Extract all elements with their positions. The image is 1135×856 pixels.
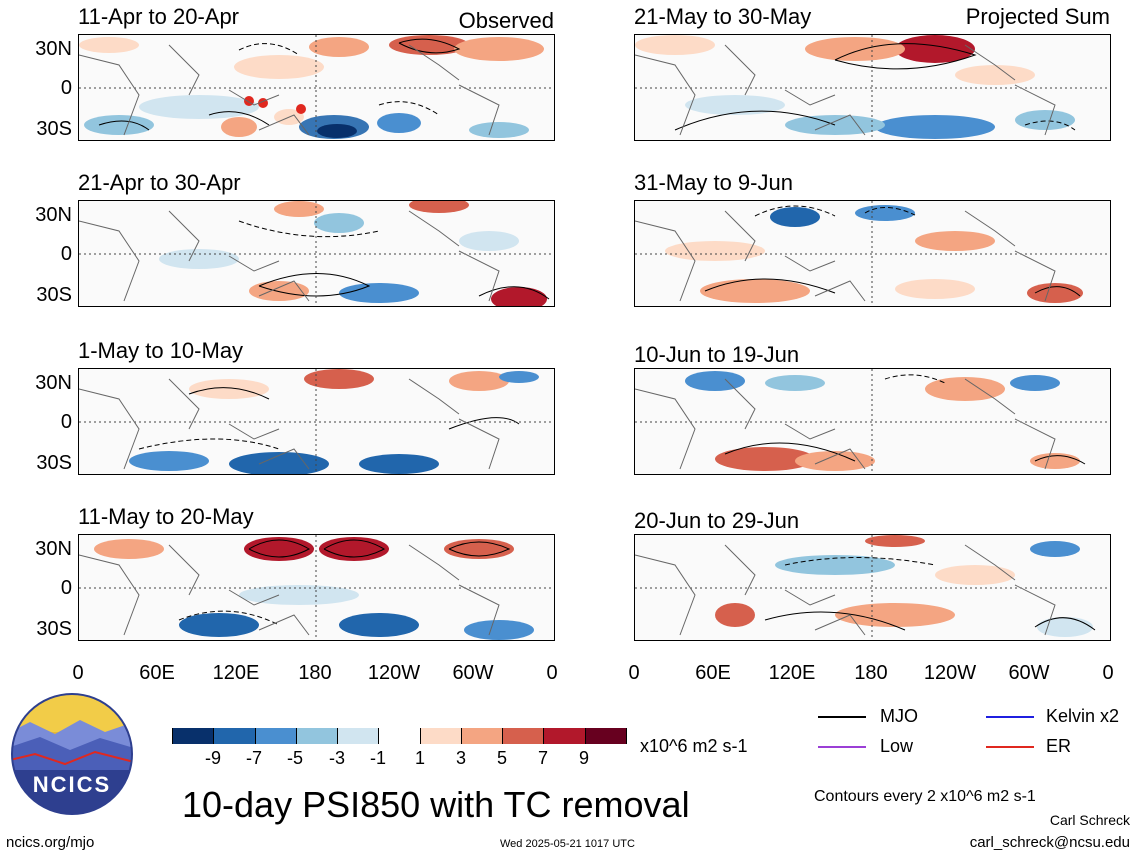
lat-label-30n: 30N <box>35 38 72 60</box>
panel-title-6: 31-May to 9-Jun <box>634 170 793 195</box>
map-panel-4 <box>78 534 555 641</box>
author: Carl Schreck <box>1049 812 1130 828</box>
lat-label-eq: 0 <box>60 77 72 99</box>
lat-label-30n: 30N <box>35 204 72 226</box>
lon-label: 60W <box>1008 662 1050 684</box>
map-panel-3 <box>78 368 555 475</box>
colorbar-units: x10^6 m2 s-1 <box>640 736 748 756</box>
lon-label: 0 <box>72 662 84 684</box>
colorbar-label: 3 <box>455 748 467 768</box>
panel-title-4: 11-May to 20-May <box>78 504 254 529</box>
map-panel-6 <box>634 200 1111 307</box>
colorbar-cell <box>296 728 339 744</box>
panel-title-1: 11-Apr to 20-Apr <box>78 4 240 29</box>
map-panel-7 <box>634 368 1111 475</box>
lon-label: 120E <box>768 662 816 684</box>
panel-title-8: 20-Jun to 29-Jun <box>634 508 800 533</box>
legend-label-kelvin: Kelvin x2 <box>1046 706 1120 726</box>
colorbar-cell <box>420 728 462 744</box>
lon-label: 0 <box>1102 662 1114 684</box>
lon-label: 60W <box>452 662 494 684</box>
colorbar-cell <box>379 728 421 744</box>
colorbar-cell <box>173 728 215 744</box>
lon-label: 180 <box>298 662 332 684</box>
contour-note: Contours every 2 x10^6 m2 s-1 <box>814 788 1036 805</box>
panel-tag-projected: Projected Sum <box>965 4 1110 29</box>
colorbar-label: -7 <box>245 748 263 768</box>
lon-label: 120E <box>212 662 260 684</box>
map-panel-2 <box>78 200 555 307</box>
colorbar-label: 5 <box>496 748 508 768</box>
legend-swatch-kelvin <box>986 716 1034 718</box>
lon-label: 180 <box>854 662 888 684</box>
colorbar-label: 7 <box>537 748 549 768</box>
lat-label-30s: 30S <box>36 118 72 140</box>
panel-title-7: 10-Jun to 19-Jun <box>634 342 800 367</box>
colorbar-cell <box>503 728 545 744</box>
legend-label-er: ER <box>1046 736 1072 756</box>
lon-label: 120W <box>367 662 421 684</box>
colorbar <box>172 728 627 744</box>
lat-label-30s: 30S <box>36 452 72 474</box>
lat-label-eq: 0 <box>60 411 72 433</box>
map-panel-5 <box>634 34 1111 141</box>
lat-label-30n: 30N <box>35 372 72 394</box>
colorbar-cell <box>214 728 256 744</box>
ncics-logo: NCICS <box>10 692 134 816</box>
map-panel-1 <box>78 34 555 141</box>
colorbar-label: -9 <box>204 748 222 768</box>
email-link[interactable]: carl_schreck@ncsu.edu <box>969 834 1130 851</box>
timestamp: Wed 2025-05-21 1017 UTC <box>500 838 635 850</box>
colorbar-cell <box>461 728 504 744</box>
lon-label: 120W <box>923 662 977 684</box>
lat-label-30s: 30S <box>36 618 72 640</box>
panel-title-2: 21-Apr to 30-Apr <box>78 170 241 195</box>
lon-label: 60E <box>695 662 731 684</box>
lon-label: 0 <box>628 662 640 684</box>
panel-tag-observed: Observed <box>458 8 554 33</box>
lat-label-30s: 30S <box>36 284 72 306</box>
colorbar-cell <box>255 728 297 744</box>
panel-title-5: 21-May to 30-May <box>634 4 812 29</box>
colorbar-cell <box>544 728 586 744</box>
map-panel-8 <box>634 534 1111 641</box>
logo-text: NCICS <box>32 772 112 797</box>
colorbar-label: -1 <box>369 748 387 768</box>
panel-title-3: 1-May to 10-May <box>78 338 244 363</box>
legend-label-low: Low <box>880 736 914 756</box>
legend-swatch-er <box>986 746 1034 748</box>
lat-label-eq: 0 <box>60 243 72 265</box>
colorbar-cell <box>338 728 380 744</box>
legend-swatch-mjo <box>818 716 866 718</box>
colorbar-label: -5 <box>286 748 304 768</box>
colorbar-cell <box>585 728 627 744</box>
legend-swatch-low <box>818 746 866 748</box>
main-title: 10-day PSI850 with TC removal <box>182 784 690 825</box>
lon-label: 60E <box>139 662 175 684</box>
colorbar-label: 1 <box>414 748 426 768</box>
colorbar-label: -3 <box>328 748 346 768</box>
lon-label: 0 <box>546 662 558 684</box>
legend-label-mjo: MJO <box>880 706 918 726</box>
site-link[interactable]: ncics.org/mjo <box>6 834 95 851</box>
colorbar-label: 9 <box>578 748 590 768</box>
lat-label-eq: 0 <box>60 577 72 599</box>
lat-label-30n: 30N <box>35 538 72 560</box>
